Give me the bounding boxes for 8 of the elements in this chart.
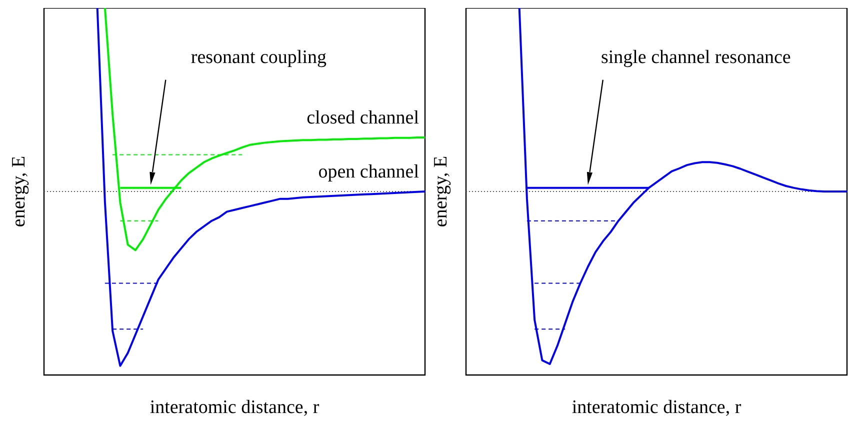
series-label: closed channel <box>306 108 419 129</box>
x-axis-title: interatomic distance, r <box>150 397 320 418</box>
y-axis-title: energy, E <box>430 156 452 228</box>
y-axis-title: energy, E <box>8 156 30 228</box>
annotation: single channel resonance <box>600 46 791 68</box>
x-axis-title: interatomic distance, r <box>572 397 742 418</box>
annotation: resonant coupling <box>190 46 327 68</box>
series-label: open channel <box>318 162 419 182</box>
